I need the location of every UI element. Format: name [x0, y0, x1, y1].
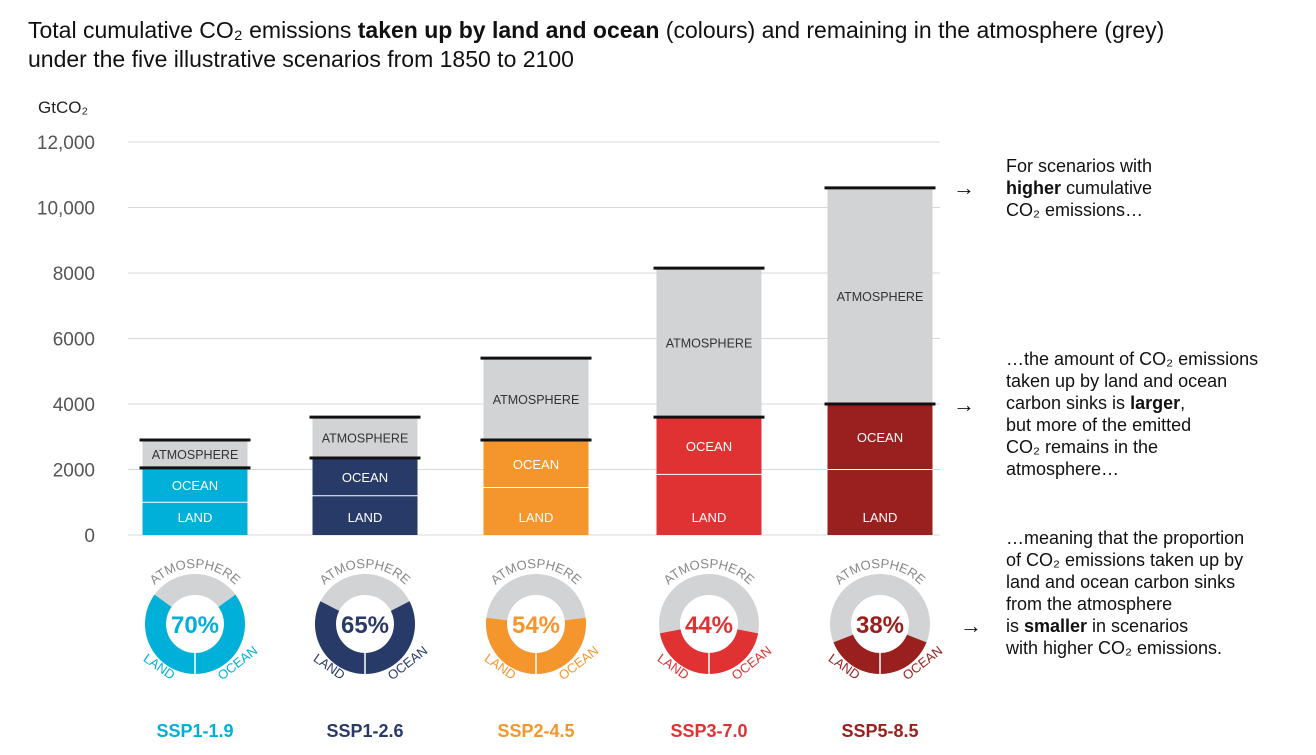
donut-percent-label: 38%	[856, 612, 904, 639]
bar-label-ocean: OCEAN	[342, 470, 388, 485]
bar-label-atmosphere: ATMOSPHERE	[152, 448, 239, 462]
bar-label-atmosphere: ATMOSPHERE	[322, 432, 409, 446]
note1-line3: CO₂ emissions…	[1006, 200, 1144, 220]
bar-segment-ocean	[827, 404, 933, 470]
bar-label-atmosphere: ATMOSPHERE	[666, 337, 753, 351]
note1-bold: higher	[1006, 178, 1062, 198]
note3-line1: …meaning that the proportion	[1006, 528, 1245, 548]
bar-label-ocean: OCEAN	[513, 457, 559, 472]
donut-percent-label: 44%	[685, 612, 733, 639]
donut-uptake-arc	[485, 617, 586, 675]
y-axis-label: GtCO₂	[38, 98, 88, 117]
note2-line3a: carbon sinks is	[1006, 393, 1131, 413]
note1-line1: For scenarios with	[1006, 156, 1153, 176]
bar-segment-land	[312, 495, 418, 535]
donut-uptake-arc	[315, 601, 416, 674]
donut-percent-label: 54%	[512, 612, 560, 639]
note3-line4: from the atmosphere	[1006, 594, 1173, 614]
note2-line5: CO₂ remains in the	[1006, 437, 1159, 457]
y-tick-label: 2000	[53, 461, 95, 482]
annotation-higher-emissions: For scenarios with higher cumulative CO₂…	[1006, 155, 1152, 221]
arrow-1: →	[953, 175, 975, 200]
chart-title: Total cumulative CO₂ emissions taken up …	[28, 16, 1278, 74]
bar-label-atmosphere: ATMOSPHERE	[493, 393, 580, 407]
bar-segment-land	[142, 502, 248, 535]
donut-percent-label: 65%	[341, 612, 389, 639]
bar-segment-ocean	[312, 458, 418, 496]
donut-percent-label: 70%	[171, 612, 219, 639]
note2-line3c: ,	[1180, 393, 1186, 413]
y-tick-label: 12,000	[37, 133, 95, 154]
note2-line4: but more of the emitted	[1006, 415, 1192, 435]
bar-segment-land	[827, 469, 933, 535]
note2-bold: larger	[1130, 393, 1181, 413]
title-part1: Total cumulative CO₂ emissions	[28, 17, 358, 43]
bar-label-ocean: OCEAN	[172, 478, 218, 493]
scenario-label: SSP1-1.9	[156, 721, 233, 741]
title-part2: (colours) and remaining in the atmospher…	[659, 17, 1165, 43]
donut-uptake-arc	[144, 594, 245, 675]
bar-segment-ocean	[483, 440, 589, 488]
y-tick-label: 4000	[53, 395, 95, 416]
y-tick-label: 10,000	[37, 199, 95, 220]
bar-segment-land	[656, 474, 762, 535]
annotation-smaller-proportion: …meaning that the proportion of CO₂ emis…	[1006, 527, 1244, 659]
bar-segment-land	[483, 487, 589, 535]
note3-line3: land and ocean carbon sinks	[1006, 572, 1236, 592]
bar-segment-ocean	[656, 417, 762, 475]
bar-label-land: LAND	[519, 510, 554, 525]
bar-segment-atmosphere	[827, 187, 933, 404]
note2-line2: taken up by land and ocean	[1006, 371, 1228, 391]
bar-label-land: LAND	[348, 510, 383, 525]
bar-label-land: LAND	[863, 510, 898, 525]
bar-label-ocean: OCEAN	[686, 439, 732, 454]
y-tick-label: 6000	[53, 330, 95, 351]
y-tick-label: 8000	[53, 264, 95, 285]
note2-line1: …the amount of CO₂ emissions	[1006, 349, 1259, 369]
scenario-label: SSP3-7.0	[670, 721, 747, 741]
bar-segment-atmosphere	[142, 440, 248, 468]
note3-bold: smaller	[1024, 616, 1088, 636]
bar-label-atmosphere: ATMOSPHERE	[837, 290, 924, 304]
bar-segment-atmosphere	[656, 268, 762, 418]
note3-line5c: in scenarios	[1087, 616, 1189, 636]
title-bold: taken up by land and ocean	[357, 17, 660, 43]
scenario-label: SSP5-8.5	[841, 721, 918, 741]
arrow-3: →	[960, 613, 982, 638]
bar-segment-ocean	[142, 467, 248, 503]
scenario-label: SSP1-2.6	[326, 721, 403, 741]
stacked-bar-chart: GtCO₂ 0 2000 4000 6000 8000 10,000 12,000 LAND OC…	[37, 98, 945, 741]
note3-line2: of CO₂ emissions taken up by	[1006, 550, 1244, 570]
note3-line5a: is	[1006, 616, 1024, 636]
bar-label-land: LAND	[178, 510, 213, 525]
bar-label-ocean: OCEAN	[857, 430, 903, 445]
donut-uptake-arc	[659, 629, 759, 675]
note3-line6: with higher CO₂ emissions.	[1006, 638, 1223, 658]
bar-label-land: LAND	[692, 510, 727, 525]
note2-line6: atmosphere…	[1006, 459, 1120, 479]
bar-segment-atmosphere	[312, 417, 418, 459]
note1-rest: cumulative	[1061, 178, 1153, 198]
title-line2: under the five illustrative scenarios fr…	[28, 46, 574, 72]
scenario-label: SSP2-4.5	[497, 721, 574, 741]
arrow-2: →	[953, 392, 975, 417]
annotation-larger-uptake: …the amount of CO₂ emissions taken up by…	[1006, 348, 1258, 480]
y-tick-label: 0	[84, 526, 95, 547]
bar-segment-atmosphere	[483, 358, 589, 441]
